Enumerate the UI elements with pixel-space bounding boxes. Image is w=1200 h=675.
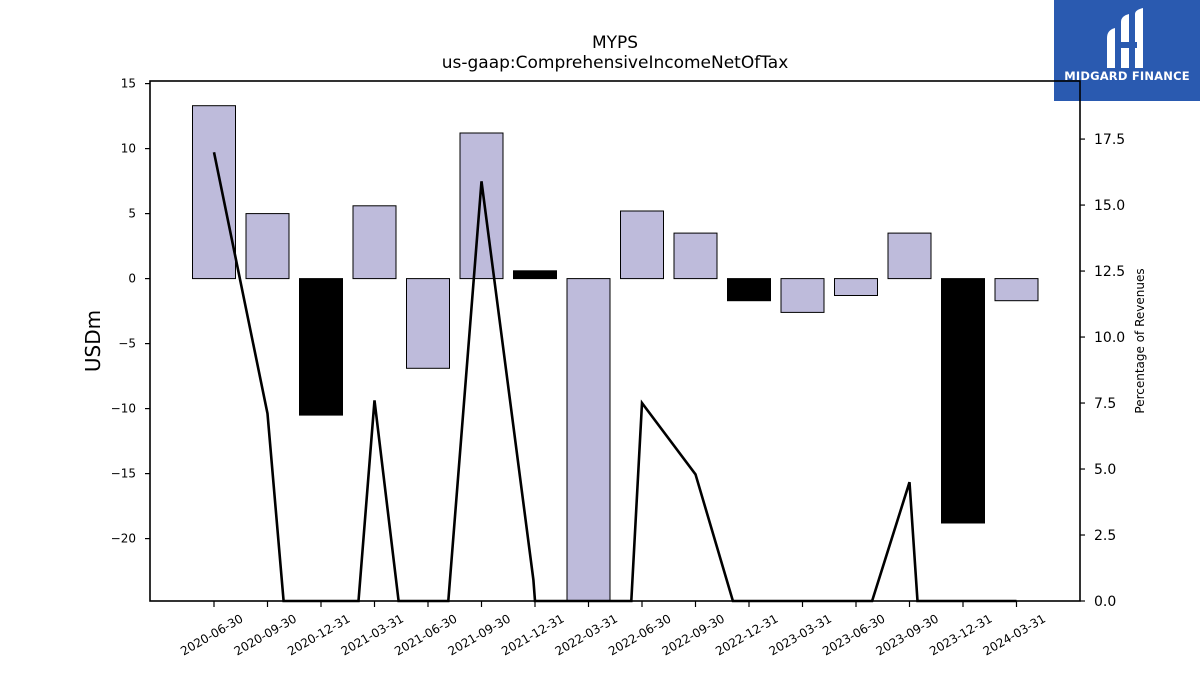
bar-2022-09-30 <box>673 232 718 280</box>
plot-frame <box>149 80 1081 602</box>
midgard-logo-icon <box>1107 8 1143 68</box>
bar-2023-12-31 <box>941 278 985 524</box>
y2-tick-label: 2.5 <box>1094 528 1116 544</box>
bar-2021-06-30 <box>406 278 450 369</box>
y2-axis-label: Percentage of Revenues <box>1133 268 1147 413</box>
y2-tick-label: 5.0 <box>1094 462 1116 478</box>
bar-2022-06-30 <box>620 210 664 280</box>
y-tick-label: −15 <box>111 467 136 481</box>
y-tick-label: 10 <box>121 142 136 156</box>
x-axis: 2020-06-302020-09-302020-12-312021-03-31… <box>178 601 1048 658</box>
bar-2021-09-30 <box>459 132 504 280</box>
bar-2023-03-31 <box>780 278 825 313</box>
y2-tick-label: 7.5 <box>1094 396 1116 412</box>
y-tick-label: −20 <box>111 532 136 546</box>
bar-2020-09-30 <box>245 213 290 280</box>
y-tick-label: −5 <box>118 337 136 351</box>
y2-tick-label: 10.0 <box>1094 330 1125 346</box>
chart-subtitle: us-gaap:ComprehensiveIncomeNetOfTax <box>442 53 789 73</box>
chart-title: MYPS <box>592 33 638 53</box>
bar-2021-03-31 <box>352 205 397 280</box>
bar-2022-03-31 <box>566 278 611 602</box>
bar-2022-12-31 <box>727 278 771 302</box>
bar-series <box>192 105 1039 602</box>
y-tick-label: 5 <box>128 207 136 221</box>
brand-logo: MIDGARD FINANCE <box>1054 0 1200 101</box>
bar-2020-06-30 <box>192 105 236 280</box>
bar-2023-06-30 <box>834 278 878 297</box>
brand-name: MIDGARD FINANCE <box>1064 69 1190 83</box>
y-axis-right: 0.0 2.5 5.0 7.5 10.0 12.5 15.0 17.5 <box>1080 132 1125 610</box>
bar-2021-12-31 <box>513 270 557 280</box>
y-tick-label: −10 <box>111 402 136 416</box>
y2-tick-label: 15.0 <box>1094 198 1125 214</box>
y2-tick-label: 17.5 <box>1094 132 1125 148</box>
y-axis-label: USDm <box>81 310 105 372</box>
y-tick-label: 15 <box>121 77 136 91</box>
y2-tick-label: 0.0 <box>1094 594 1116 610</box>
y2-tick-label: 12.5 <box>1094 264 1125 280</box>
bar-2020-12-31 <box>299 278 343 416</box>
bar-2023-09-30 <box>887 232 932 280</box>
bar-2024-03-31 <box>994 278 1039 302</box>
y-tick-label: 0 <box>128 272 136 286</box>
y-axis-left: 15 10 5 0 −5 −10 −15 −20 <box>111 77 150 546</box>
